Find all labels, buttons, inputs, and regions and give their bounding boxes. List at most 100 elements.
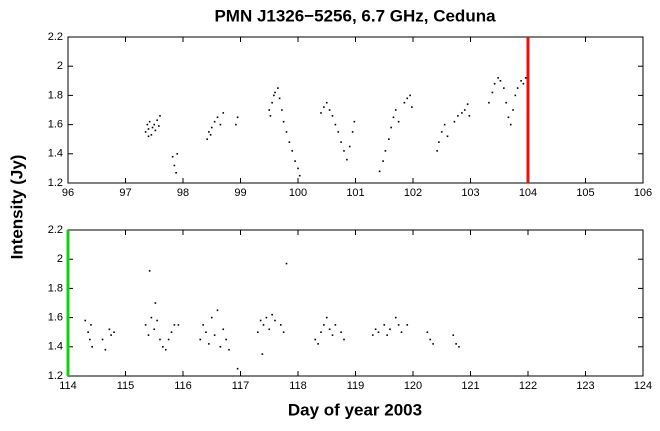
point: [156, 319, 158, 322]
x-tick-label: 121: [461, 380, 479, 392]
point: [108, 328, 111, 331]
point: [144, 131, 147, 133]
point: [522, 82, 525, 85]
x-tick-label: 120: [404, 380, 422, 392]
point: [383, 324, 386, 326]
point: [389, 328, 391, 331]
point: [162, 346, 164, 348]
point: [440, 131, 443, 133]
point: [90, 324, 92, 326]
point: [378, 170, 381, 173]
point: [285, 262, 288, 265]
point: [334, 123, 337, 126]
point: [491, 91, 494, 94]
point: [297, 167, 299, 170]
x-tick-label: 100: [289, 187, 307, 199]
point: [89, 338, 91, 341]
point: [314, 338, 317, 341]
y-tick-label: 1.6: [48, 312, 63, 324]
point: [512, 109, 514, 111]
point: [406, 97, 409, 100]
point: [159, 115, 161, 117]
point: [377, 331, 380, 333]
point: [274, 91, 276, 94]
x-tick-label: 117: [232, 380, 250, 392]
y-tick-label: 2: [57, 60, 63, 72]
point: [84, 319, 87, 322]
point: [328, 328, 331, 331]
point: [382, 160, 384, 162]
point: [499, 80, 502, 82]
point: [397, 120, 400, 123]
point: [262, 324, 265, 326]
point: [219, 123, 222, 126]
point: [432, 343, 434, 345]
point: [386, 334, 388, 336]
point: [323, 106, 325, 108]
point: [457, 115, 459, 117]
y-tick-label: 1.2: [48, 177, 63, 189]
point: [146, 123, 149, 126]
point: [210, 126, 213, 129]
point: [228, 348, 230, 351]
point: [461, 112, 463, 114]
y-tick-label: 1.8: [48, 282, 63, 294]
x-tick-label: 102: [404, 187, 422, 199]
x-tick-label: 116: [174, 380, 192, 392]
x-tick-label: 96: [62, 187, 74, 199]
point: [400, 331, 403, 333]
point: [235, 123, 237, 126]
point: [285, 131, 288, 133]
point: [337, 131, 340, 133]
x-tick-label: 97: [119, 187, 131, 199]
point: [384, 150, 387, 152]
x-tick-label: 122: [519, 380, 537, 392]
y-tick-label: 1.8: [48, 89, 63, 101]
point: [509, 123, 512, 126]
point: [277, 87, 279, 89]
point: [147, 128, 150, 130]
point: [147, 334, 150, 336]
point: [259, 319, 262, 322]
point: [158, 125, 160, 127]
point: [371, 334, 374, 336]
point: [397, 324, 400, 326]
point: [458, 346, 460, 348]
point: [91, 346, 93, 348]
point: [153, 328, 156, 331]
point: [144, 324, 147, 326]
point: [273, 94, 275, 97]
point: [154, 302, 157, 304]
x-tick-label: 114: [59, 380, 77, 392]
point: [455, 343, 457, 345]
point: [429, 338, 432, 341]
x-tick-label: 118: [289, 380, 307, 392]
point: [443, 123, 446, 126]
point: [269, 115, 272, 117]
point: [213, 120, 216, 123]
point: [488, 101, 490, 104]
x-tick-label: 98: [177, 187, 189, 199]
point: [493, 82, 496, 85]
point: [343, 150, 345, 152]
chart-title: PMN J1326−5256, 6.7 GHz, Ceduna: [214, 6, 496, 25]
point: [323, 324, 325, 326]
point: [176, 153, 179, 155]
point: [173, 324, 176, 326]
point: [436, 150, 438, 152]
point: [104, 348, 107, 351]
point: [279, 324, 282, 326]
point: [331, 334, 334, 336]
point: [497, 77, 499, 79]
point: [514, 94, 517, 97]
point: [294, 160, 296, 162]
point: [268, 109, 271, 111]
x-tick-label: 123: [576, 380, 594, 392]
point: [468, 115, 471, 117]
point: [503, 87, 505, 89]
y-axis-label: Intensity (Jy): [7, 155, 26, 260]
point: [151, 126, 154, 129]
point: [325, 316, 328, 319]
x-tick-label: 124: [634, 380, 652, 392]
